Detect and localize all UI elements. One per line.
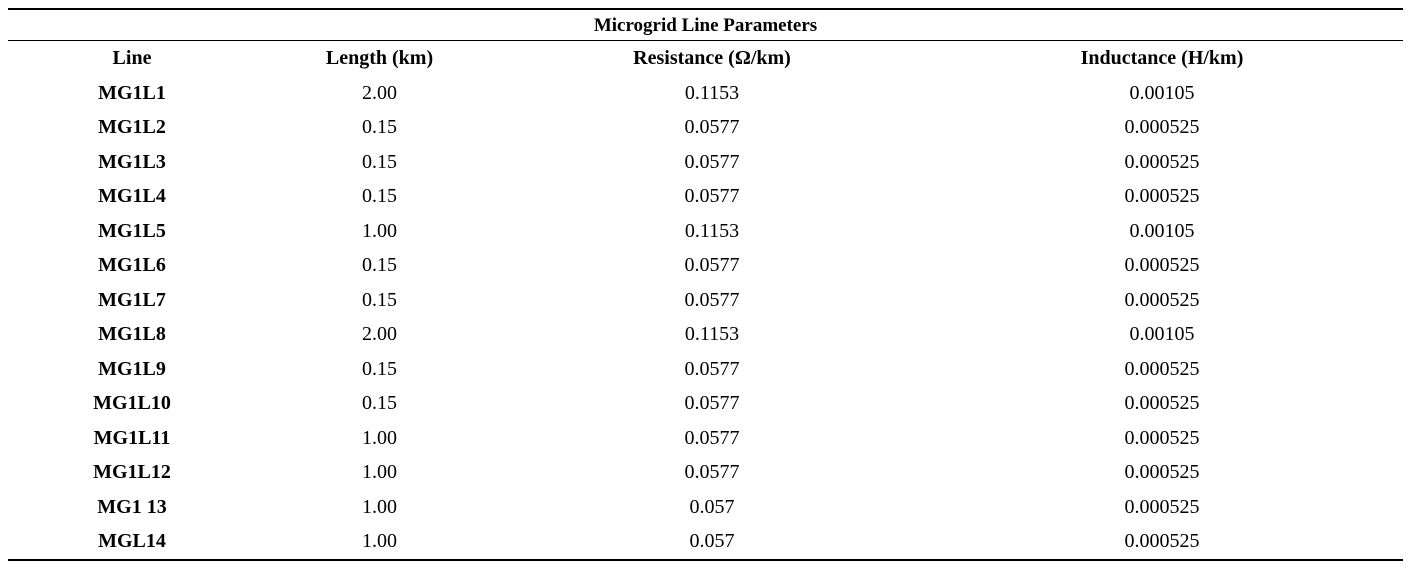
cell-line: MG1L8 bbox=[98, 323, 166, 346]
parameters-table-container: Microgrid Line Parameters Line Length (k… bbox=[8, 8, 1403, 561]
column-header-line: Line bbox=[112, 47, 152, 70]
cell-resistance: 0.0577 bbox=[684, 461, 740, 484]
cell-inductance: 0.000525 bbox=[1124, 530, 1200, 553]
cell-line: MG1L7 bbox=[98, 288, 166, 311]
table-row: MG1L2 0.15 0.0577 0.000525 bbox=[8, 110, 1403, 145]
header-row: Line Length (km) Resistance (Ω/km) Induc… bbox=[8, 41, 1403, 76]
cell-length: 2.00 bbox=[362, 323, 397, 346]
cell-line: MG1L12 bbox=[93, 461, 171, 484]
cell-inductance: 0.000525 bbox=[1124, 116, 1200, 139]
table-row: MG1L8 2.00 0.1153 0.00105 bbox=[8, 317, 1403, 352]
table-row: MGL14 1.00 0.057 0.000525 bbox=[8, 524, 1403, 559]
cell-line: MG1L1 bbox=[98, 81, 166, 104]
table-header-rule bbox=[8, 40, 1403, 41]
cell-line: MG1L10 bbox=[93, 392, 171, 415]
cell-line: MGL14 bbox=[98, 530, 166, 553]
cell-inductance: 0.000525 bbox=[1124, 254, 1200, 277]
cell-line: MG1L9 bbox=[98, 357, 166, 380]
table-row: MG1L6 0.15 0.0577 0.000525 bbox=[8, 248, 1403, 283]
cell-inductance: 0.000525 bbox=[1124, 357, 1200, 380]
cell-length: 1.00 bbox=[362, 461, 397, 484]
table-row: MG1L1 2.00 0.1153 0.00105 bbox=[8, 76, 1403, 111]
column-header-resistance: Resistance (Ω/km) bbox=[633, 47, 791, 70]
cell-resistance: 0.0577 bbox=[684, 392, 740, 415]
cell-length: 2.00 bbox=[362, 81, 397, 104]
cell-length: 0.15 bbox=[362, 116, 397, 139]
cell-line: MG1L5 bbox=[98, 219, 166, 242]
cell-resistance: 0.0577 bbox=[684, 116, 740, 139]
cell-length: 0.15 bbox=[362, 254, 397, 277]
cell-inductance: 0.000525 bbox=[1124, 461, 1200, 484]
cell-line: MG1L3 bbox=[98, 150, 166, 173]
table-top-rule bbox=[8, 8, 1403, 10]
table-row: MG1L4 0.15 0.0577 0.000525 bbox=[8, 179, 1403, 214]
cell-resistance: 0.1153 bbox=[684, 81, 740, 104]
cell-inductance: 0.000525 bbox=[1124, 495, 1200, 518]
table-row: MG1L11 1.00 0.0577 0.000525 bbox=[8, 421, 1403, 456]
cell-inductance: 0.000525 bbox=[1124, 185, 1200, 208]
cell-length: 0.15 bbox=[362, 288, 397, 311]
table-title: Microgrid Line Parameters bbox=[593, 15, 818, 36]
cell-resistance: 0.057 bbox=[689, 530, 735, 553]
cell-length: 1.00 bbox=[362, 495, 397, 518]
cell-length: 1.00 bbox=[362, 426, 397, 449]
table-row: MG1L9 0.15 0.0577 0.000525 bbox=[8, 352, 1403, 387]
cell-inductance: 0.00105 bbox=[1129, 81, 1195, 104]
cell-length: 0.15 bbox=[362, 392, 397, 415]
cell-length: 1.00 bbox=[362, 219, 397, 242]
cell-resistance: 0.0577 bbox=[684, 357, 740, 380]
cell-resistance: 0.1153 bbox=[684, 323, 740, 346]
table-row: MG1L7 0.15 0.0577 0.000525 bbox=[8, 283, 1403, 318]
cell-inductance: 0.000525 bbox=[1124, 288, 1200, 311]
cell-inductance: 0.00105 bbox=[1129, 323, 1195, 346]
cell-length: 0.15 bbox=[362, 357, 397, 380]
cell-resistance: 0.0577 bbox=[684, 185, 740, 208]
cell-line: MG1L6 bbox=[98, 254, 166, 277]
column-header-length: Length (km) bbox=[325, 47, 434, 70]
cell-inductance: 0.00105 bbox=[1129, 219, 1195, 242]
column-header-inductance: Inductance (H/km) bbox=[1080, 47, 1244, 70]
table-row: MG1L12 1.00 0.0577 0.000525 bbox=[8, 455, 1403, 490]
cell-resistance: 0.0577 bbox=[684, 288, 740, 311]
cell-line: MG1L11 bbox=[93, 426, 171, 449]
cell-inductance: 0.000525 bbox=[1124, 392, 1200, 415]
table-row: MG1L3 0.15 0.0577 0.000525 bbox=[8, 145, 1403, 180]
table-row: MG1 13 1.00 0.057 0.000525 bbox=[8, 490, 1403, 525]
cell-inductance: 0.000525 bbox=[1124, 426, 1200, 449]
cell-length: 1.00 bbox=[362, 530, 397, 553]
table-body: MG1L1 2.00 0.1153 0.00105 MG1L2 0.15 0.0577 0.0… bbox=[8, 76, 1403, 559]
line-parameters-table: Line Length (km) Resistance (Ω/km) Induc… bbox=[8, 41, 1403, 559]
cell-line: MG1 13 bbox=[97, 495, 167, 518]
cell-resistance: 0.057 bbox=[689, 495, 735, 518]
cell-length: 0.15 bbox=[362, 150, 397, 173]
cell-resistance: 0.1153 bbox=[684, 219, 740, 242]
cell-line: MG1L4 bbox=[98, 185, 166, 208]
table-row: MG1L5 1.00 0.1153 0.00105 bbox=[8, 214, 1403, 249]
cell-length: 0.15 bbox=[362, 185, 397, 208]
cell-resistance: 0.0577 bbox=[684, 426, 740, 449]
cell-resistance: 0.0577 bbox=[684, 254, 740, 277]
cell-resistance: 0.0577 bbox=[684, 150, 740, 173]
table-row: MG1L10 0.15 0.0577 0.000525 bbox=[8, 386, 1403, 421]
cell-inductance: 0.000525 bbox=[1124, 150, 1200, 173]
cell-line: MG1L2 bbox=[98, 116, 166, 139]
table-bottom-rule bbox=[8, 558, 1403, 561]
